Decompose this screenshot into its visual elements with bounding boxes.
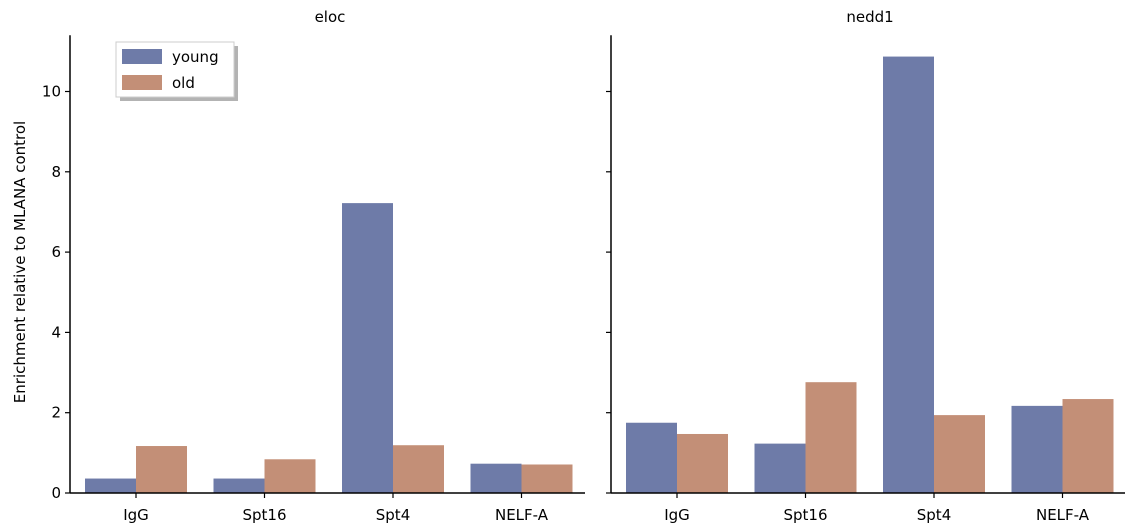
panel-title: eloc [315, 8, 346, 26]
x-tick-label: NELF-A [1036, 506, 1090, 524]
y-tick-label: 0 [51, 484, 61, 502]
bar-old-spt4 [934, 415, 985, 493]
x-tick-label: Spt4 [376, 506, 410, 524]
y-axis-label: Enrichment relative to MLANA control [11, 121, 29, 403]
legend: young old [116, 42, 238, 101]
bar-young-spt16 [214, 479, 265, 493]
legend-label-old: old [172, 74, 195, 92]
bar-young-spt16 [755, 444, 806, 493]
bar-old-spt16 [806, 382, 857, 493]
x-tick-label: Spt16 [242, 506, 286, 524]
bar-old-spt16 [265, 459, 316, 493]
x-tick-label: Spt16 [783, 506, 827, 524]
legend-swatch-old [122, 75, 162, 90]
bar-old-igg [677, 434, 728, 493]
x-tick-label: IgG [123, 506, 149, 524]
bar-young-nelf-a [1012, 406, 1063, 493]
y-tick-label: 4 [51, 323, 61, 341]
bar-young-spt4 [883, 57, 934, 493]
y-tick-label: 8 [51, 163, 61, 181]
panel-nedd1: nedd1 IgG Spt16 Spt4 NELF-A [606, 8, 1125, 524]
bar-old-nelf-a [522, 464, 573, 493]
bar-old-igg [136, 446, 187, 493]
bar-old-nelf-a [1063, 399, 1114, 493]
x-tick-label: Spt4 [917, 506, 951, 524]
y-tick-label: 2 [51, 404, 61, 422]
bar-young-nelf-a [471, 464, 522, 493]
legend-swatch-young [122, 49, 162, 64]
x-tick-label: IgG [664, 506, 690, 524]
panel-title: nedd1 [846, 8, 893, 26]
x-tick-label: NELF-A [495, 506, 549, 524]
legend-label-young: young [172, 48, 219, 66]
bar-young-igg [626, 423, 677, 493]
y-tick-label: 6 [51, 243, 61, 261]
y-tick-label: 10 [42, 83, 61, 101]
bar-young-igg [85, 479, 136, 493]
bar-young-spt4 [342, 203, 393, 493]
bar-old-spt4 [393, 445, 444, 493]
